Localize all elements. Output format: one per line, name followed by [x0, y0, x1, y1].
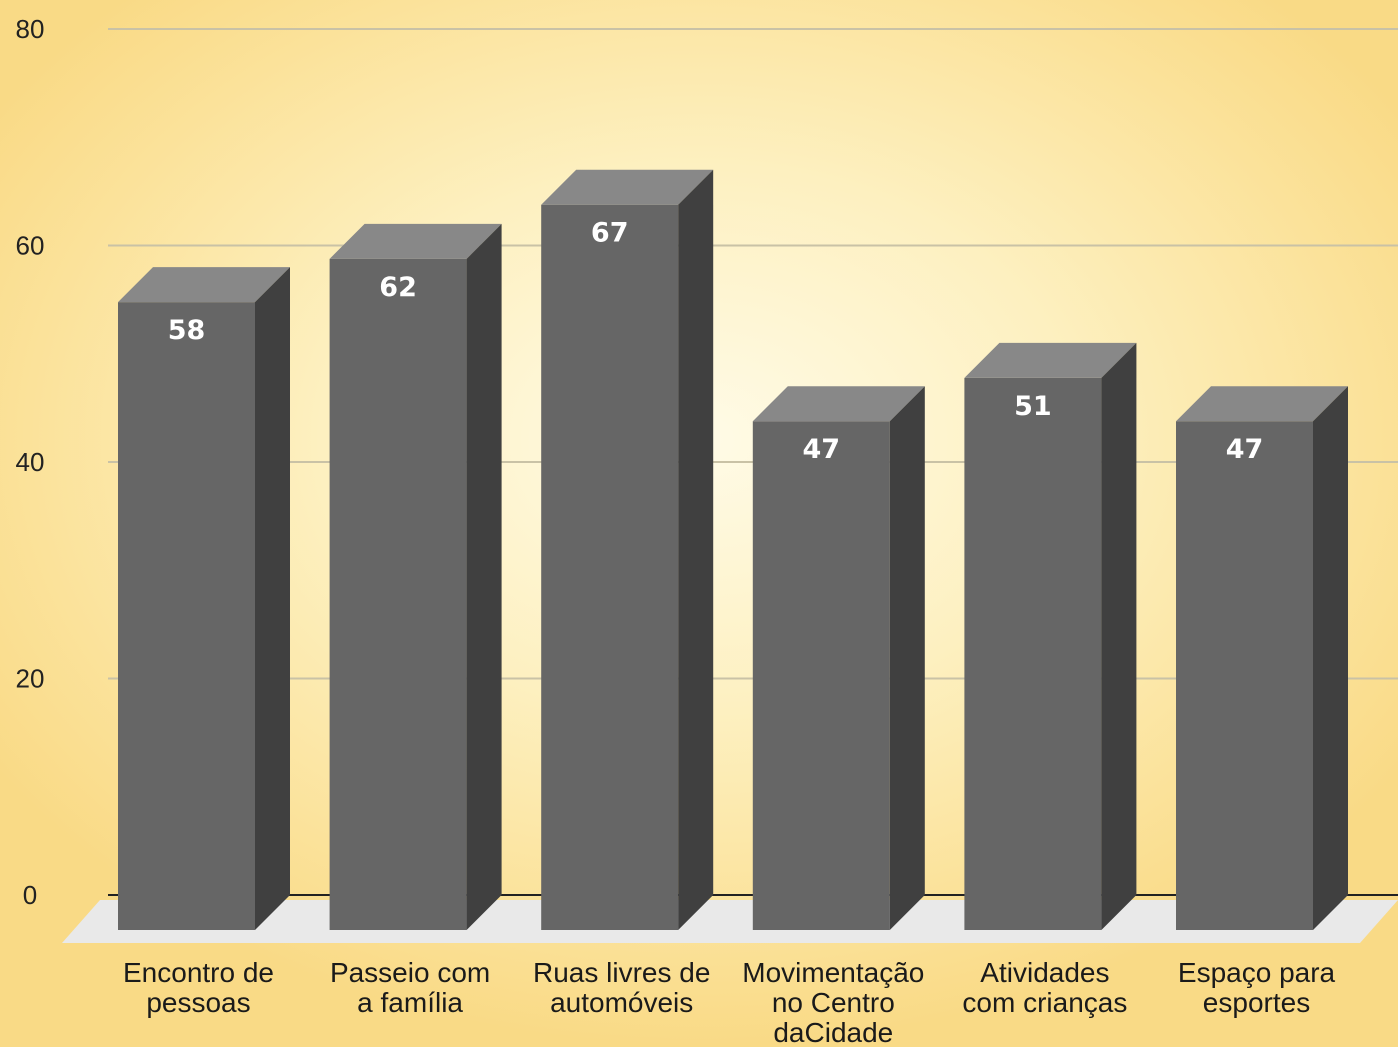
- bar-front: [541, 204, 679, 931]
- bar-top: [329, 223, 502, 259]
- y-tick-label: 60: [16, 231, 45, 261]
- data-label: 58: [168, 315, 206, 346]
- data-label: 51: [1014, 391, 1052, 422]
- data-label: 67: [591, 218, 629, 249]
- x-tick-label-line: Ruas livres de: [533, 957, 710, 988]
- bar: [752, 386, 925, 931]
- x-tick-label: Encontro de pessoas: [123, 957, 274, 1018]
- bar: [1176, 386, 1348, 931]
- x-tick-label-line: Movimentação: [742, 957, 924, 988]
- x-tick-label: Espaço para esportes: [1178, 957, 1336, 1018]
- bar-front: [118, 302, 255, 930]
- bar-top: [1176, 386, 1348, 422]
- bar-side: [255, 267, 290, 930]
- y-tick-label: 80: [16, 14, 45, 44]
- x-tick-label-line: automóveis: [550, 987, 693, 1018]
- x-tick-label-line: Passeio com: [330, 957, 490, 988]
- x-tick-label-line: no Centro: [772, 987, 895, 1018]
- bar-front: [964, 377, 1102, 930]
- bar: [964, 342, 1137, 930]
- x-tick-label: Passeio com a família: [330, 957, 490, 1018]
- bar-front: [329, 258, 467, 931]
- data-label: 62: [379, 272, 417, 303]
- bar-front: [1176, 421, 1313, 930]
- x-tick-label-line: Espaço para: [1178, 957, 1336, 988]
- bar-top: [541, 169, 714, 205]
- y-tick-label: 40: [16, 447, 45, 477]
- data-label: 47: [1226, 434, 1264, 465]
- bar-side: [889, 386, 925, 931]
- x-tick-label-line: Atividades: [980, 957, 1109, 988]
- x-tick-label-line: daCidade: [773, 1017, 893, 1047]
- bar-side: [678, 169, 714, 931]
- bar-front: [752, 421, 890, 930]
- x-tick-label-line: esportes: [1203, 987, 1310, 1018]
- bar: [118, 267, 290, 930]
- bar-side: [1313, 386, 1348, 931]
- x-tick-label-line: pessoas: [146, 987, 250, 1018]
- bar-top: [964, 342, 1137, 378]
- x-tick-label-line: com crianças: [962, 987, 1127, 1018]
- y-tick-label: 0: [23, 880, 37, 910]
- bar-side: [1101, 342, 1137, 930]
- x-tick-label-line: Encontro de: [123, 957, 274, 988]
- bar: [329, 223, 502, 931]
- y-tick-label: 20: [16, 664, 45, 694]
- x-tick-label: Movimentação no Centro daCidade: [742, 957, 924, 1047]
- x-tick-label-line: a família: [357, 987, 463, 1018]
- bar: [541, 169, 714, 931]
- data-label: 47: [803, 434, 841, 465]
- bar-side: [466, 223, 502, 931]
- x-tick-label: Ruas livres de automóveis: [533, 957, 710, 1018]
- bar-top: [118, 267, 290, 303]
- bar-top: [752, 386, 925, 422]
- x-tick-label: Atividades com crianças: [962, 957, 1127, 1018]
